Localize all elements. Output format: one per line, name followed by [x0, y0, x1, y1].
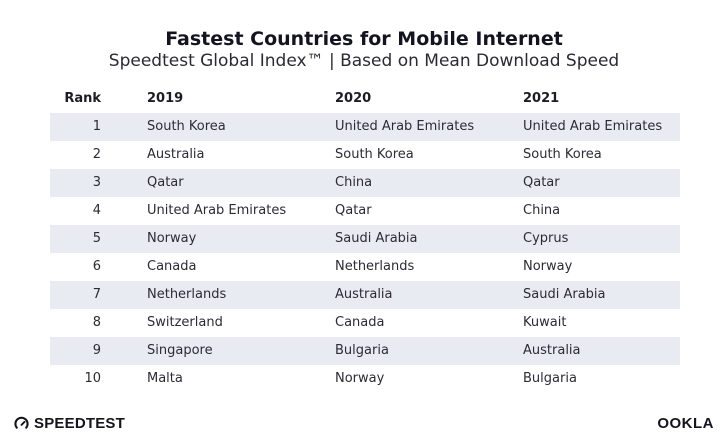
rank-cell: 10: [84, 371, 101, 386]
country-2020-cell: Australia: [335, 287, 393, 302]
country-2019-cell: Norway: [147, 231, 197, 246]
rankings-table: Rank 2019 2020 2021 1 South Korea United A…: [50, 85, 680, 393]
country-2019-cell: Singapore: [147, 343, 213, 358]
rank-cell: 8: [92, 315, 101, 330]
speedtest-brand: SPEEDTEST: [14, 413, 125, 433]
page-subtitle: Speedtest Global Index™ | Based on Mean …: [108, 51, 620, 71]
country-2021-cell: Norway: [523, 259, 573, 274]
ookla-brand: OOKLA: [657, 413, 714, 433]
column-header-2021: 2021: [523, 91, 560, 106]
rank-cell: 1: [92, 119, 101, 134]
country-2019-cell: South Korea: [147, 119, 226, 134]
speedtest-gauge-icon: [14, 416, 29, 429]
rank-cell: 5: [92, 231, 101, 246]
rank-cell: 6: [92, 259, 101, 274]
country-2021-cell: Qatar: [523, 175, 560, 190]
country-2021-cell: China: [523, 203, 561, 218]
table-row: 1 South Korea United Arab Emirates United A…: [50, 113, 680, 141]
country-2020-cell: Norway: [335, 371, 385, 386]
country-2019-cell: Malta: [147, 371, 183, 386]
rank-cell: 4: [92, 203, 101, 218]
country-2021-cell: Bulgaria: [523, 371, 577, 386]
speedtest-wordmark: SPEEDTEST: [34, 414, 125, 432]
country-2019-cell: Canada: [147, 259, 197, 274]
table-header-row: Rank 2019 2020 2021: [50, 85, 680, 113]
table-row: 7 Netherlands Australia Saudi Arabia: [50, 281, 680, 309]
country-2019-cell: United Arab Emirates: [147, 203, 287, 218]
table-row: 9 Singapore Bulgaria Australia: [50, 337, 680, 365]
country-2020-cell: Canada: [335, 315, 385, 330]
country-2021-cell: Saudi Arabia: [523, 287, 606, 302]
table-row: 8 Switzerland Canada Kuwait: [50, 309, 680, 337]
rank-cell: 3: [92, 175, 101, 190]
table-row: 2 Australia South Korea South Korea: [50, 141, 680, 169]
country-2021-cell: Cyprus: [523, 231, 569, 246]
country-2020-cell: China: [335, 175, 373, 190]
rank-cell: 9: [92, 343, 101, 358]
page-title: Fastest Countries for Mobile Internet: [165, 28, 563, 50]
country-2020-cell: Netherlands: [335, 259, 415, 274]
country-2021-cell: Australia: [523, 343, 581, 358]
country-2019-cell: Australia: [147, 147, 205, 162]
table-row: 10 Malta Norway Bulgaria: [50, 365, 680, 393]
ookla-wordmark: OOKLA: [657, 414, 714, 432]
column-header-2019: 2019: [147, 91, 184, 106]
rank-cell: 2: [92, 147, 101, 162]
country-2021-cell: South Korea: [523, 147, 602, 162]
country-2021-cell: United Arab Emirates: [523, 119, 663, 134]
country-2019-cell: Switzerland: [147, 315, 223, 330]
country-2020-cell: United Arab Emirates: [335, 119, 475, 134]
table-row: 3 Qatar China Qatar: [50, 169, 680, 197]
table-row: 4 United Arab Emirates Qatar China: [50, 197, 680, 225]
column-header-rank: Rank: [64, 91, 101, 106]
table-row: 5 Norway Saudi Arabia Cyprus: [50, 225, 680, 253]
country-2020-cell: Saudi Arabia: [335, 231, 418, 246]
country-2020-cell: South Korea: [335, 147, 414, 162]
column-header-2020: 2020: [335, 91, 372, 106]
country-2019-cell: Qatar: [147, 175, 184, 190]
country-2019-cell: Netherlands: [147, 287, 227, 302]
country-2020-cell: Bulgaria: [335, 343, 389, 358]
table-body: 1 South Korea United Arab Emirates United A…: [50, 113, 680, 393]
table-row: 6 Canada Netherlands Norway: [50, 253, 680, 281]
country-2021-cell: Kuwait: [523, 315, 567, 330]
rank-cell: 7: [92, 287, 101, 302]
country-2020-cell: Qatar: [335, 203, 372, 218]
